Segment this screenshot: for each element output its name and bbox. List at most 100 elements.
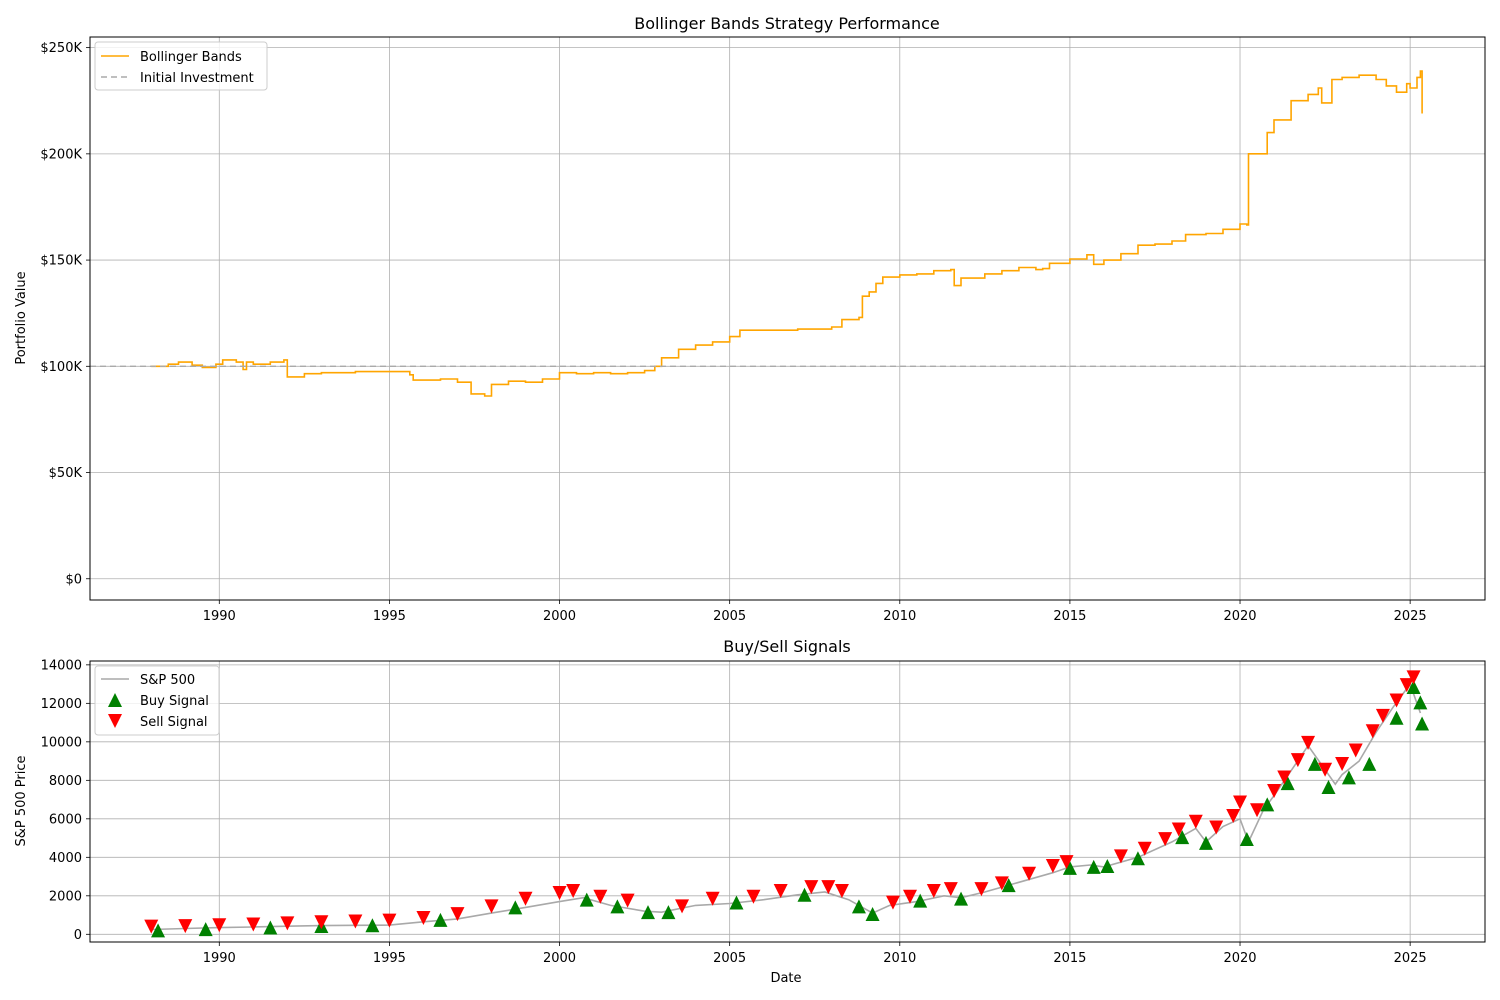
buy-signal-marker	[1100, 858, 1115, 873]
buy-signal-marker	[1280, 776, 1295, 791]
sell-signal-marker	[484, 899, 499, 914]
signals-x-ticks: 1990 1995 2000 2005 2010 2015 2020 2025	[203, 942, 1427, 966]
buy-signal-marker	[433, 912, 448, 927]
portfolio-y-tick-label: $200K	[40, 147, 82, 162]
buy-signal-marker	[1260, 797, 1275, 812]
sell-signal-marker	[773, 884, 788, 899]
signals-y-tick-label: 4000	[49, 851, 82, 866]
sell-signal-marker	[675, 899, 690, 914]
sell-signal-marker	[1059, 855, 1074, 870]
portfolio-x-tick-label: 2015	[1053, 609, 1086, 624]
signals-x-tick-label: 2000	[543, 951, 576, 966]
signals-x-tick-label: 1995	[373, 951, 406, 966]
buy-signal-marker	[865, 907, 880, 922]
buy-signal-marker	[263, 920, 278, 935]
legend-label-initial-investment: Initial Investment	[140, 71, 254, 86]
signals-x-axis-label: Date	[770, 971, 801, 986]
signals-grid	[90, 661, 1485, 942]
sell-signal-marker	[552, 885, 567, 900]
signals-legend: S&P 500 Buy Signal Sell Signal	[94, 665, 220, 736]
signals-y-ticks: 0 2000 4000 6000 8000 10000 12000 14000	[41, 658, 90, 943]
sell-signal-marker	[1399, 678, 1414, 693]
sell-signal-marker	[382, 913, 397, 928]
sell-signal-marker	[518, 891, 533, 906]
sell-signal-marker	[1389, 693, 1404, 708]
sell-signal-marker	[246, 917, 261, 932]
buy-signal-marker	[1199, 835, 1213, 850]
portfolio-x-tick-label: 2010	[883, 609, 916, 624]
portfolio-y-tick-label: $250K	[40, 41, 82, 56]
portfolio-y-ticks: $0 $50K $100K $150K $200K $250K	[40, 41, 90, 587]
portfolio-plot-area	[90, 70, 1485, 397]
sell-signal-marker	[1277, 770, 1292, 785]
buy-signal-marker	[1413, 695, 1428, 710]
sell-signal-marker	[1290, 753, 1305, 768]
buy-signal-marker	[1130, 851, 1145, 866]
buy-signal-marker	[610, 899, 625, 914]
portfolio-x-tick-label: 1995	[373, 609, 406, 624]
signals-y-tick-label: 0	[74, 928, 82, 943]
sell-signal-marker	[902, 889, 917, 904]
sell-signal-marker	[1022, 866, 1037, 881]
legend-label-sell-signal: Sell Signal	[140, 715, 208, 730]
sell-signal-marker	[593, 889, 608, 904]
buy-signal-marker	[1406, 679, 1421, 694]
sell-signal-marker	[821, 880, 836, 895]
portfolio-x-tick-label: 2005	[713, 609, 746, 624]
buy-signal-marker	[1086, 859, 1101, 874]
buy-signal-marker	[913, 893, 928, 908]
portfolio-y-tick-label: $0	[65, 572, 82, 587]
buy-signal-marker	[661, 905, 676, 920]
portfolio-y-tick-label: $100K	[40, 360, 82, 375]
portfolio-y-axis-label: Portfolio Value	[14, 271, 29, 364]
sell-signal-marker	[974, 882, 989, 897]
sell-signal-marker	[1188, 814, 1203, 829]
buy-signal-marker	[729, 895, 744, 910]
signals-y-axis-label: S&P 500 Price	[14, 755, 29, 846]
sell-signal-marker	[280, 916, 295, 931]
buy-signal-marker	[954, 891, 969, 906]
signals-chart-title: Buy/Sell Signals	[723, 637, 850, 656]
buy-signal-marker	[1001, 878, 1016, 893]
sell-signal-marker	[943, 882, 958, 897]
sell-signal-marker	[1406, 670, 1421, 685]
sell-signal-marker	[885, 895, 900, 910]
portfolio-y-tick-label: $50K	[49, 466, 83, 481]
portfolio-x-ticks: 1990 1995 2000 2005 2010 2015 2020 2025	[203, 600, 1427, 624]
buy-signal-marker	[1321, 780, 1336, 795]
sell-signal-marker	[994, 876, 1009, 891]
sell-signal-marker	[1365, 724, 1380, 739]
sell-signal-marker	[1335, 757, 1350, 772]
buy-signal-marker	[579, 892, 594, 907]
sell-signal-marker	[1137, 841, 1152, 856]
sell-signal-marker	[1158, 832, 1173, 847]
legend-label-sp500: S&P 500	[140, 673, 195, 688]
legend-label-bollinger: Bollinger Bands	[140, 50, 242, 65]
signals-x-tick-label: 1990	[203, 951, 236, 966]
sell-signal-marker	[1233, 795, 1248, 810]
buy-signal-marker	[1341, 770, 1356, 785]
signals-x-tick-label: 2010	[883, 951, 916, 966]
buy-signal-marker	[641, 905, 655, 920]
signals-y-tick-label: 12000	[41, 697, 82, 712]
sell-signal-marker	[1267, 783, 1282, 798]
portfolio-x-tick-label: 1990	[203, 609, 236, 624]
portfolio-axes-frame	[89, 36, 1486, 601]
sell-signal-marker	[144, 919, 159, 934]
signals-x-tick-label: 2025	[1394, 951, 1427, 966]
signals-axes-frame	[89, 660, 1486, 943]
sell-signal-marker	[834, 884, 849, 899]
portfolio-legend: Bollinger Bands Initial Investment	[94, 41, 268, 91]
sell-signal-marker	[1113, 849, 1128, 864]
sell-signal-marker	[1209, 820, 1224, 835]
buy-signal-marker	[508, 900, 523, 915]
buy-signal-marker	[151, 923, 166, 938]
signals-chart: 1990 1995 2000 2005 2010 2015 2020 2025 0 2000 40…	[14, 637, 1486, 986]
legend-swatch-sell-signal	[108, 714, 122, 728]
portfolio-x-tick-label: 2025	[1394, 609, 1427, 624]
sell-signal-marker	[926, 884, 941, 899]
sell-signal-marker	[1226, 808, 1241, 823]
sell-signal-marker	[1348, 743, 1363, 758]
sell-signal-marker	[212, 918, 227, 933]
signals-x-tick-label: 2015	[1053, 951, 1086, 966]
